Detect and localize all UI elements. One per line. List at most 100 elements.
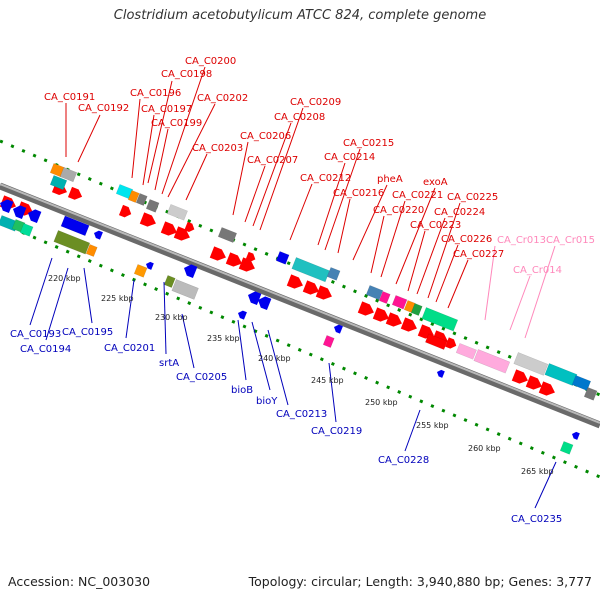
gene-label-forward: CA_C0216 [333,188,384,199]
reverse-cds-arrow [146,261,154,270]
gene-label-forward: CA_C0208 [274,112,325,123]
cds-block [217,227,238,243]
gene-label-forward: CA_C0191 [44,92,95,103]
gene-label-rna: CA_Cr013 [497,235,546,246]
leader-line [154,128,169,191]
gene-label-forward: CA_C0220 [373,205,424,216]
forward-cds-arrow [160,221,177,236]
leader-line [45,267,69,341]
forward-cds-arrow [445,337,457,349]
gene-label-reverse: bioY [256,396,278,407]
leader-line [395,187,436,285]
gene-label-reverse: CA_C0213 [276,409,327,420]
gene-label-forward: CA_C0224 [434,207,485,218]
leader-line [427,202,461,299]
cds-block [163,275,176,288]
forward-cds-arrow [245,251,256,263]
gene-label-rna: CA_Cr015 [546,235,595,246]
cds-block [425,333,448,350]
gene-label-rna: CA_Cr014 [513,265,562,276]
cds-block [322,335,335,348]
leader-line [484,245,496,321]
gene-label-forward: exoA [423,177,448,188]
leader-line [534,461,557,509]
gene-label-reverse: CA_C0228 [378,455,429,466]
gene-label-forward: CA_C0226 [441,234,492,245]
scale-label: 220 kbp [48,274,81,283]
cds-block [410,303,423,316]
cds-block [513,352,549,376]
cds-block [365,285,384,301]
gene-label-reverse: CA_C0193 [10,329,61,340]
gene-label-forward: CA_C0207 [247,155,298,166]
reverse-cds-arrow [238,310,247,320]
gene-label-reverse: CA_C0195 [62,327,113,338]
gene-label-forward: CA_C0197 [141,104,192,115]
forward-cds-arrow [67,186,83,200]
scale-label: 240 kbp [258,354,291,363]
leader-line [337,198,351,254]
forward-cds-arrow [209,246,226,261]
reverse-cds-arrow [28,209,42,224]
gene-label-forward: CA_C0215 [343,138,394,149]
leader-line [524,245,556,339]
leader-line [447,259,469,309]
cds-block [19,223,34,237]
gene-label-reverse: bioB [231,385,253,396]
forward-cds-arrow [302,280,319,295]
gene-label-forward: CA_C0227 [453,249,504,260]
leader-line [435,244,459,303]
gene-label-forward: CA_C0225 [447,192,498,203]
cds-block [171,279,199,300]
cds-block [59,167,78,183]
forward-cds-arrow [400,317,417,332]
leader-line [142,114,155,186]
leader-line [167,103,216,198]
gene-label-forward: CA_C0206 [240,131,291,142]
gene-label-forward: CA_C0214 [324,152,375,163]
gene-label-forward: CA_C0212 [300,173,351,184]
leader-line [181,313,195,369]
cds-block [559,441,574,455]
cds-block [135,193,148,206]
scale-label: 225 kbp [101,294,134,303]
forward-cds-arrow [511,369,528,384]
gene-label-reverse: CA_C0194 [20,344,71,355]
gene-label-reverse: srtA [159,358,179,369]
cds-block [326,267,341,281]
cds-block [275,251,290,265]
cds-block [544,363,578,387]
cds-block [391,295,408,310]
leader-line [324,148,361,251]
gene-label-forward: CA_C0199 [151,118,202,129]
reverse-cds-arrow [248,291,262,306]
forward-cds-arrow [525,375,542,390]
leader-line [407,230,426,292]
reverse-cds-arrow [437,369,445,378]
reverse-cds-arrow [13,205,27,220]
leader-line [252,122,292,227]
genome-summary-text: Topology: circular; Length: 3,940,880 bp… [248,574,592,589]
scale-label: 245 kbp [311,376,344,385]
leader-line [77,114,101,163]
gene-label-forward: CA_C0202 [197,93,248,104]
gene-label-forward: CA_C0223 [410,220,461,231]
reverse-cds-arrow [334,324,343,334]
gene-label-forward: pheA [377,174,403,185]
forward-cds-arrow [225,252,242,267]
forward-cds-arrow [315,285,332,300]
leader-line [251,321,271,391]
label-leaders [29,66,557,509]
genome-backbone [0,182,600,429]
scale-label: 265 kbp [521,467,554,476]
scale-label: 235 kbp [207,334,240,343]
cds-block [378,291,391,304]
reverse-cds-arrow [94,230,103,240]
reverse-cds-arrow [258,296,272,311]
gene-label-reverse: CA_C0219 [311,426,362,437]
forward-cds-arrow [357,301,374,316]
gene-label-reverse: CA_C0205 [176,372,227,383]
scale-label: 260 kbp [468,444,501,453]
